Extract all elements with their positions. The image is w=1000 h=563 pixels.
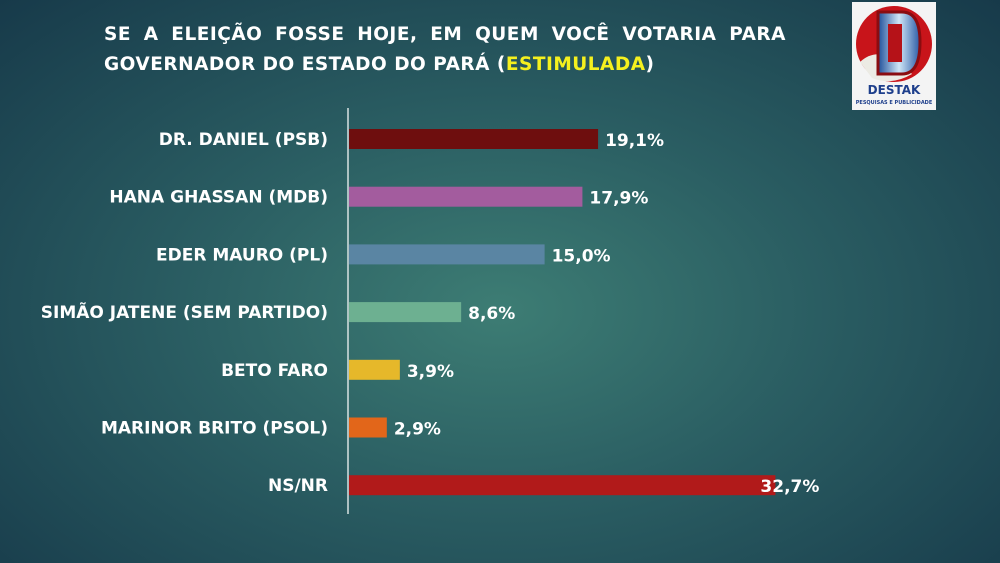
destak-logo: DESTAK PESQUISAS E PUBLICIDADE <box>852 2 936 110</box>
data-label: 32,7% <box>760 477 819 497</box>
chart-title: SE A ELEIÇÃO FOSSE HOJE, EM QUEM VOCÊ VO… <box>104 20 786 80</box>
logo-name: DESTAK <box>868 83 921 97</box>
title-text: SE A ELEIÇÃO FOSSE HOJE, EM QUEM VOCÊ VO… <box>104 24 786 75</box>
bar <box>349 302 462 323</box>
logo-tagline: PESQUISAS E PUBLICIDADE <box>856 100 933 106</box>
bar <box>349 129 599 149</box>
title-suffix: ) <box>645 54 655 75</box>
category-label: DR. DANIEL (PSB) <box>159 130 328 150</box>
data-label: 2,9% <box>394 420 441 440</box>
bar <box>349 186 583 207</box>
category-label: EDER MAURO (PL) <box>156 245 328 265</box>
bar <box>349 417 387 438</box>
category-label: MARINOR BRITO (PSOL) <box>101 419 328 439</box>
data-label: 8,6% <box>468 304 515 324</box>
bar <box>349 475 776 496</box>
data-label: 17,9% <box>589 189 648 209</box>
data-label: 3,9% <box>407 362 454 382</box>
category-label: SIMÃO JATENE (SEM PARTIDO) <box>41 300 328 323</box>
category-label: NS/NR <box>268 476 328 496</box>
category-label: HANA GHASSAN (MDB) <box>109 188 328 208</box>
title-highlight: ESTIMULADA <box>505 54 646 75</box>
data-label: 15,0% <box>552 246 611 266</box>
bar <box>349 244 545 265</box>
bar <box>349 359 400 380</box>
data-label: 19,1% <box>605 131 664 151</box>
category-label: BETO FARO <box>221 361 328 381</box>
